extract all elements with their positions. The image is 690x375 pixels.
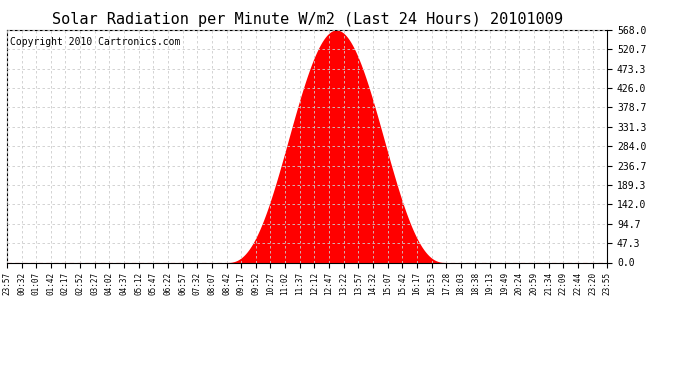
Title: Solar Radiation per Minute W/m2 (Last 24 Hours) 20101009: Solar Radiation per Minute W/m2 (Last 24…	[52, 12, 562, 27]
Text: Copyright 2010 Cartronics.com: Copyright 2010 Cartronics.com	[10, 37, 180, 47]
